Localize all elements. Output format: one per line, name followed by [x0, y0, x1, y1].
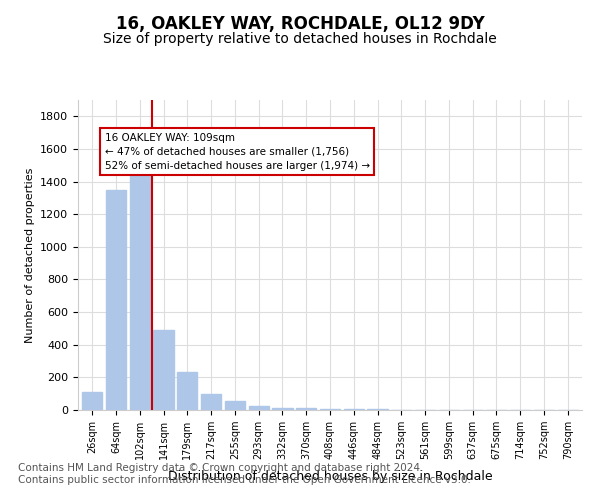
Bar: [201, 394, 221, 410]
Bar: [106, 190, 126, 410]
Bar: [225, 401, 245, 410]
X-axis label: Distribution of detached houses by size in Rochdale: Distribution of detached houses by size …: [167, 470, 493, 484]
Bar: [296, 408, 316, 410]
Bar: [177, 372, 197, 410]
Y-axis label: Number of detached properties: Number of detached properties: [25, 168, 35, 342]
Bar: [272, 408, 293, 410]
Bar: [82, 392, 103, 410]
Text: Contains HM Land Registry data © Crown copyright and database right 2024.
Contai: Contains HM Land Registry data © Crown c…: [18, 464, 471, 485]
Text: 16 OAKLEY WAY: 109sqm
← 47% of detached houses are smaller (1,756)
52% of semi-d: 16 OAKLEY WAY: 109sqm ← 47% of detached …: [104, 132, 370, 170]
Bar: [154, 330, 173, 410]
Bar: [344, 409, 364, 410]
Text: Size of property relative to detached houses in Rochdale: Size of property relative to detached ho…: [103, 32, 497, 46]
Bar: [130, 174, 150, 410]
Bar: [248, 406, 269, 410]
Bar: [320, 409, 340, 410]
Text: 16, OAKLEY WAY, ROCHDALE, OL12 9DY: 16, OAKLEY WAY, ROCHDALE, OL12 9DY: [116, 15, 484, 33]
